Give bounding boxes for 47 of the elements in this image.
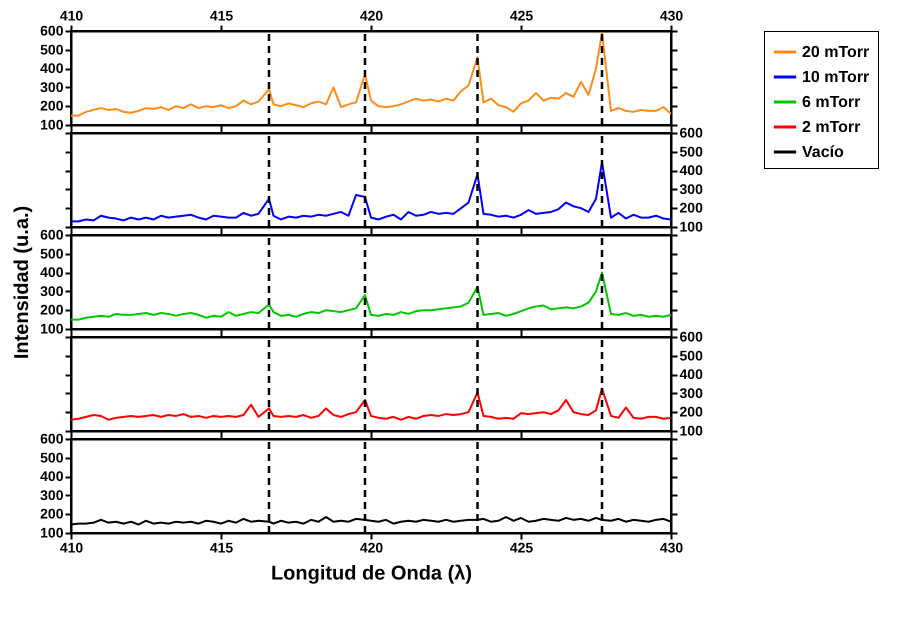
y-tick-label: 400 <box>40 468 64 484</box>
y-tick-label: 200 <box>40 506 64 522</box>
y-tick-label: 600 <box>40 226 64 242</box>
y-tick-label: 300 <box>40 486 64 503</box>
x2-tick-label: 430 <box>660 8 684 24</box>
legend-label: 20 mTorr <box>802 44 870 61</box>
x-axis-title: Longitud de Onda (λ) <box>270 562 472 584</box>
y2-tick-label: 400 <box>680 162 704 178</box>
y2-tick-label: 200 <box>680 200 704 216</box>
y2-tick-label: 500 <box>680 143 704 160</box>
y-tick-label: 400 <box>40 264 64 280</box>
y-tick-label: 600 <box>40 430 64 446</box>
y-tick-label: 100 <box>40 524 64 540</box>
y2-tick-label: 500 <box>680 347 704 364</box>
x-tick-label: 415 <box>210 540 234 556</box>
x-tick-label: 425 <box>510 540 534 556</box>
y-tick-label: 500 <box>40 41 64 58</box>
y-tick-label: 400 <box>40 60 64 76</box>
y2-tick-label: 600 <box>680 328 704 344</box>
y2-tick-label: 100 <box>680 218 704 234</box>
y2-tick-label: 200 <box>680 404 704 420</box>
y-tick-label: 500 <box>40 245 64 262</box>
y2-tick-label: 600 <box>680 124 704 140</box>
x2-tick-label: 420 <box>360 8 384 24</box>
y-tick-label: 200 <box>40 302 64 318</box>
y-tick-label: 100 <box>40 116 64 132</box>
legend-label: 2 mTorr <box>802 119 860 136</box>
y2-tick-label: 300 <box>680 384 704 401</box>
y-tick-label: 300 <box>40 78 64 95</box>
x-tick-label: 410 <box>60 540 84 556</box>
x2-tick-label: 410 <box>60 8 84 24</box>
y2-tick-label: 400 <box>680 366 704 382</box>
x-tick-label: 430 <box>660 540 684 556</box>
legend-label: Vacío <box>802 144 844 161</box>
y-tick-label: 300 <box>40 282 64 299</box>
y-tick-label: 200 <box>40 98 64 114</box>
legend-label: 10 mTorr <box>802 69 870 86</box>
y-axis-title: Intensidad (u.a.) <box>11 206 34 360</box>
y-tick-label: 500 <box>40 449 64 466</box>
x-tick-label: 420 <box>360 540 384 556</box>
y2-tick-label: 100 <box>680 422 704 438</box>
y-tick-label: 100 <box>40 320 64 336</box>
y2-tick-label: 300 <box>680 180 704 197</box>
y-tick-label: 600 <box>40 22 64 38</box>
legend-label: 6 mTorr <box>802 94 860 111</box>
x2-tick-label: 415 <box>210 8 234 24</box>
x2-tick-label: 425 <box>510 8 534 24</box>
